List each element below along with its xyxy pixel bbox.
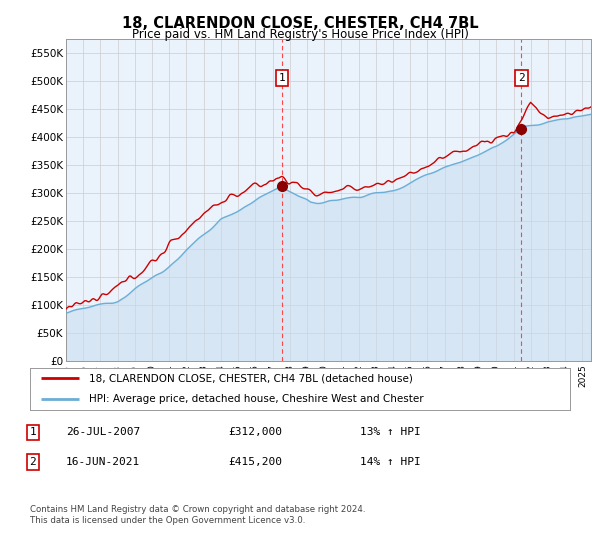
Text: 16-JUN-2021: 16-JUN-2021 — [66, 457, 140, 467]
Text: Price paid vs. HM Land Registry's House Price Index (HPI): Price paid vs. HM Land Registry's House … — [131, 28, 469, 41]
Text: 14% ↑ HPI: 14% ↑ HPI — [360, 457, 421, 467]
Text: 18, CLARENDON CLOSE, CHESTER, CH4 7BL: 18, CLARENDON CLOSE, CHESTER, CH4 7BL — [122, 16, 478, 31]
Text: Contains HM Land Registry data © Crown copyright and database right 2024.
This d: Contains HM Land Registry data © Crown c… — [30, 505, 365, 525]
Text: £415,200: £415,200 — [228, 457, 282, 467]
Text: 1: 1 — [29, 427, 37, 437]
Text: 2: 2 — [29, 457, 37, 467]
Text: 18, CLARENDON CLOSE, CHESTER, CH4 7BL (detached house): 18, CLARENDON CLOSE, CHESTER, CH4 7BL (d… — [89, 374, 413, 384]
Text: HPI: Average price, detached house, Cheshire West and Chester: HPI: Average price, detached house, Ches… — [89, 394, 424, 404]
Text: 13% ↑ HPI: 13% ↑ HPI — [360, 427, 421, 437]
Text: 26-JUL-2007: 26-JUL-2007 — [66, 427, 140, 437]
Text: £312,000: £312,000 — [228, 427, 282, 437]
Text: 1: 1 — [279, 73, 286, 83]
Text: 2: 2 — [518, 73, 525, 83]
